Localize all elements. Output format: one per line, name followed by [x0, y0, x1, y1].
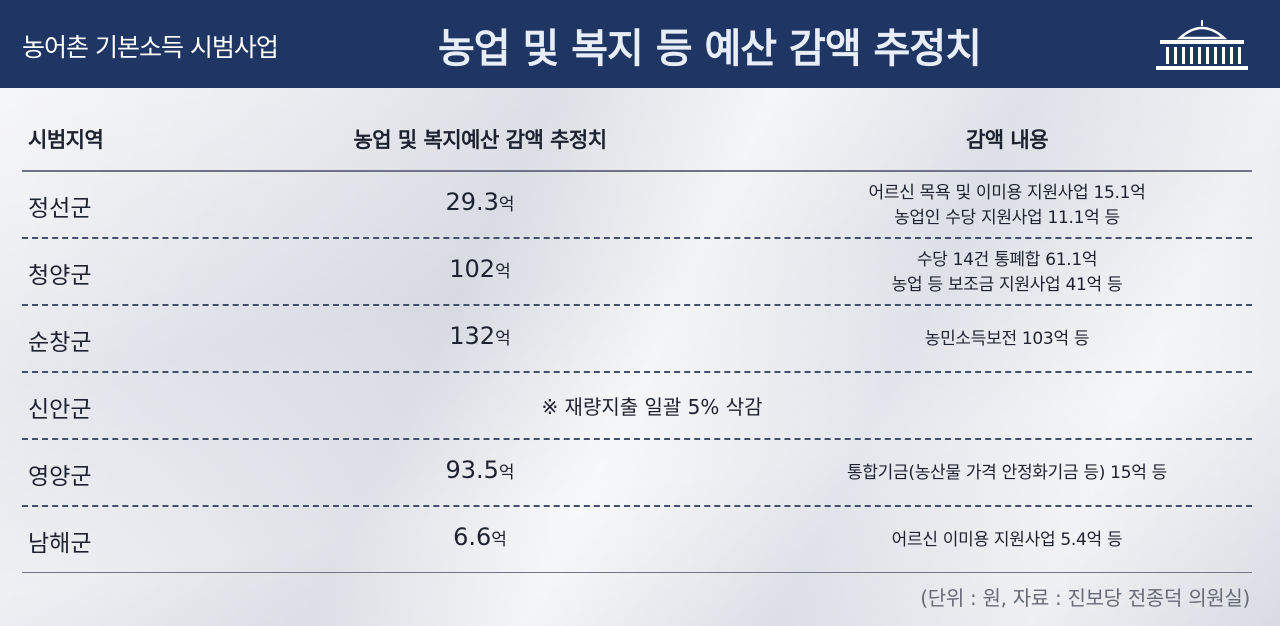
header-bar: 농어촌 기본소득 시범사업 농업 및 복지 등 예산 감액 추정치 — [0, 0, 1280, 88]
detail-cell: 수당 14건 통폐합 61.1억 농업 등 보조금 지원사업 41억 등 — [782, 245, 1232, 300]
amount-unit: 억 — [498, 195, 515, 215]
page-title: 농업 및 복지 등 예산 감액 추정치 — [438, 26, 982, 72]
amount-unit: 억 — [491, 530, 507, 550]
region-name: 정선군 — [28, 196, 92, 222]
table-row: 영양군 93.5억 통합기금(농산물 가격 안정화기금 등) 15억 등 — [22, 440, 1252, 507]
table-row: 남해군 6.6억 어르신 이미용 지원사업 5.4억 등 — [22, 507, 1252, 573]
region-name: 청양군 — [28, 263, 92, 289]
table-row: 청양군 102억 수당 14건 통폐합 61.1억 농업 등 보조금 지원사업 … — [22, 239, 1252, 306]
amount-value: 102 — [449, 255, 496, 283]
table-header: 시범지역 농업 및 복지예산 감액 추정치 감액 내용 — [22, 106, 1252, 172]
region-name: 남해군 — [28, 531, 92, 557]
column-header-region: 시범지역 — [28, 128, 104, 152]
region-name: 영양군 — [28, 464, 92, 490]
detail-line: 어르신 이미용 지원사업 5.4억 등 — [891, 530, 1123, 550]
detail-line: 농업인 수당 지원사업 11.1억 등 — [894, 207, 1120, 228]
amount-value: 6.6 — [453, 523, 492, 551]
source-note: (단위 : 원, 자료 : 진보당 전종덕 의원실) — [920, 586, 1250, 610]
amount-cell: 93.5억 — [400, 456, 560, 484]
amount-value: 93.5 — [445, 456, 499, 484]
detail-line: 농업 등 보조금 지원사업 41억 등 — [891, 274, 1123, 295]
region-name: 신안군 — [28, 397, 92, 423]
amount-cell: 29.3억 — [400, 188, 560, 216]
header-subtitle: 농어촌 기본소득 시범사업 — [22, 33, 279, 62]
amount-value: 132 — [449, 322, 496, 350]
table-row: 순창군 132억 농민소득보전 103억 등 — [22, 306, 1252, 373]
detail-cell: 통합기금(농산물 가격 안정화기금 등) 15억 등 — [782, 446, 1232, 501]
amount-unit: 억 — [498, 463, 515, 483]
detail-cell: 어르신 이미용 지원사업 5.4억 등 — [782, 513, 1232, 568]
detail-line: 어르신 목욕 및 이미용 지원사업 15.1억 — [868, 182, 1146, 203]
row-note: ※ 재량지출 일괄 5% 삭감 — [541, 395, 763, 419]
detail-cell: 농민소득보전 103억 등 — [782, 312, 1232, 367]
column-header-details: 감액 내용 — [965, 128, 1049, 152]
amount-unit: 억 — [495, 329, 511, 349]
budget-table: 시범지역 농업 및 복지예산 감액 추정치 감액 내용 정선군 29.3억 어르… — [22, 106, 1252, 573]
national-assembly-icon — [1156, 20, 1248, 70]
amount-cell: 132억 — [400, 322, 560, 350]
amount-unit: 억 — [495, 262, 511, 282]
detail-line: 수당 14건 통폐합 61.1억 — [916, 249, 1098, 270]
detail-line: 농민소득보전 103억 등 — [924, 329, 1090, 349]
detail-line: 통합기금(농산물 가격 안정화기금 등) 15억 등 — [847, 463, 1167, 483]
amount-cell: 6.6억 — [400, 523, 560, 551]
detail-cell: 어르신 목욕 및 이미용 지원사업 15.1억 농업인 수당 지원사업 11.1… — [782, 178, 1232, 233]
amount-cell: 102억 — [400, 255, 560, 283]
region-name: 순창군 — [28, 330, 92, 356]
amount-value: 29.3 — [445, 188, 499, 216]
table-row: 신안군 ※ 재량지출 일괄 5% 삭감 — [22, 373, 1252, 440]
table-row: 정선군 29.3억 어르신 목욕 및 이미용 지원사업 15.1억 농업인 수당… — [22, 172, 1252, 239]
column-header-amount: 농업 및 복지예산 감액 추정치 — [353, 128, 607, 152]
